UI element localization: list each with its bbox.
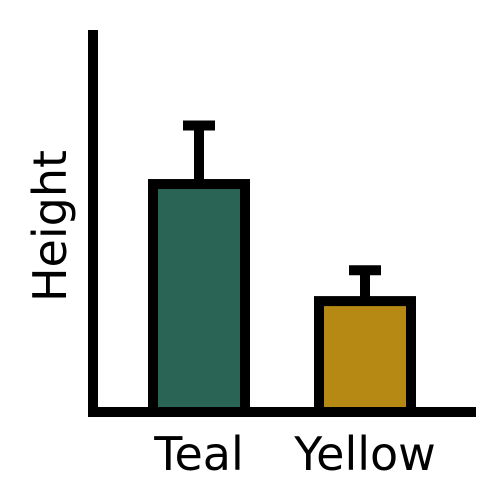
bar-yellow	[314, 296, 416, 417]
bars-group	[148, 179, 416, 417]
x-tick-label-teal: Teal	[153, 427, 244, 481]
y-axis-label: Height	[23, 150, 77, 302]
error-bars-group	[183, 120, 381, 302]
bar-teal	[148, 179, 250, 417]
x-tick-label-yellow: Yellow	[293, 427, 436, 481]
